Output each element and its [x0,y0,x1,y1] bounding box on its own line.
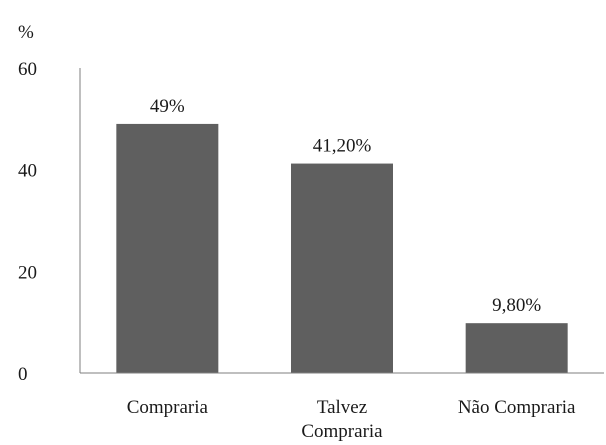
y-tick-label: 0 [18,364,28,385]
category-label: Compraria [301,421,383,442]
data-label: 41,20% [313,136,372,157]
category-label: Compraria [127,397,209,418]
bar [465,323,568,373]
bars [116,123,568,374]
bar [116,123,219,374]
y-tick-label: 20 [18,262,37,283]
category-label: Não Compraria [458,397,576,418]
data-label: 49% [150,96,185,117]
data-label: 9,80% [492,295,541,316]
category-labels: Compraria Talvez Compraria Não Compraria [127,397,576,442]
y-axis-ticks: 0 20 40 60 [18,59,37,385]
y-tick-label: 40 [18,161,37,182]
bar [291,163,393,373]
y-axis-unit-label: % [18,22,34,43]
y-tick-label: 60 [18,59,37,80]
category-label: Talvez [317,397,367,418]
data-labels: 49% 41,20% 9,80% [150,96,541,316]
